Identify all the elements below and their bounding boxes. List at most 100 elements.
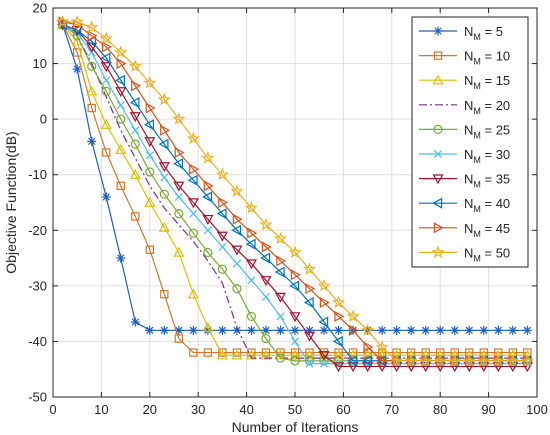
- data-point: [115, 143, 127, 154]
- data-point: [275, 353, 286, 363]
- data-point: [289, 349, 301, 360]
- y-tick-label: -20: [28, 223, 47, 238]
- series-line: [62, 21, 528, 362]
- legend-label-rest: = 10: [481, 49, 510, 64]
- data-point: [334, 310, 345, 322]
- data-point: [145, 151, 154, 160]
- data-point: [232, 348, 242, 357]
- legend-label-rest: = 25: [481, 122, 510, 137]
- data-point: [333, 356, 344, 366]
- legend-label-main: N: [464, 122, 473, 137]
- data-point: [462, 353, 476, 367]
- legend-item: NM = 40: [419, 196, 510, 214]
- data-point: [144, 119, 154, 131]
- legend-label-rest: = 40: [481, 196, 510, 211]
- data-point: [392, 325, 402, 335]
- data-point: [218, 242, 227, 251]
- data-point: [116, 253, 126, 263]
- x-tick-label: 0: [49, 402, 56, 417]
- legend-label-sub: M: [473, 57, 481, 67]
- y-tick-label: -10: [28, 167, 47, 182]
- legend-label-rest: = 35: [481, 172, 510, 187]
- data-point: [245, 259, 257, 270]
- data-point: [172, 112, 186, 125]
- legend-marker: [431, 245, 445, 258]
- x-tick-label: 10: [94, 402, 108, 417]
- series-line: [62, 24, 528, 368]
- data-point: [334, 348, 343, 357]
- legend-label-main: N: [464, 98, 473, 113]
- data-point: [145, 245, 154, 254]
- data-point: [261, 348, 271, 357]
- legend-item: NM = 45: [419, 221, 510, 239]
- data-point: [477, 353, 491, 367]
- data-point: [435, 325, 445, 335]
- legend-label-sub: M: [473, 253, 481, 263]
- data-point: [305, 283, 316, 295]
- data-point: [116, 114, 126, 124]
- data-point: [348, 324, 359, 336]
- data-point: [276, 255, 287, 267]
- legend-label: NM = 15: [464, 73, 510, 91]
- data-point: [230, 184, 244, 197]
- data-point: [115, 87, 127, 98]
- data-point: [493, 325, 503, 335]
- legend-label-rest: = 5: [481, 24, 503, 39]
- data-point: [187, 288, 199, 299]
- data-point: [56, 14, 70, 28]
- data-point: [87, 103, 96, 113]
- data-point: [232, 284, 242, 294]
- data-point: [246, 311, 257, 322]
- data-point: [304, 331, 316, 342]
- legend-label: NM = 30: [464, 147, 510, 165]
- data-point: [160, 289, 169, 299]
- data-point: [319, 356, 329, 366]
- data-point: [290, 269, 301, 281]
- x-tick-label: 80: [433, 402, 447, 417]
- data-point: [333, 362, 345, 373]
- data-point: [128, 59, 142, 72]
- data-point: [232, 213, 243, 225]
- data-point: [275, 325, 285, 335]
- data-point: [100, 118, 112, 129]
- legend-label-sub: M: [473, 81, 481, 91]
- y-tick-label: -30: [28, 278, 47, 293]
- data-point: [261, 325, 271, 335]
- data-point: [188, 325, 198, 335]
- legend-label-sub: M: [473, 229, 481, 239]
- legend-label: NM = 5: [464, 24, 503, 42]
- data-point: [116, 58, 127, 70]
- data-point: [377, 355, 388, 367]
- data-point: [361, 323, 375, 336]
- data-point: [174, 209, 184, 219]
- legend-label-main: N: [464, 245, 473, 260]
- data-point: [305, 359, 314, 368]
- series-7: [57, 20, 533, 373]
- legend-label-main: N: [464, 147, 473, 162]
- data-point: [289, 312, 301, 323]
- data-point: [160, 124, 171, 136]
- data-point: [318, 316, 329, 328]
- legend-marker: [432, 74, 444, 85]
- x-tick-label: 100: [526, 402, 548, 417]
- data-point: [361, 355, 372, 367]
- data-point: [246, 325, 256, 335]
- data-point: [186, 131, 200, 145]
- data-point: [131, 212, 140, 221]
- data-point: [247, 348, 256, 357]
- x-tick-label: 50: [288, 402, 302, 417]
- data-point: [129, 112, 141, 123]
- data-point: [259, 217, 273, 231]
- data-point: [479, 325, 489, 335]
- legend-item: NM = 20: [419, 98, 510, 116]
- data-point: [158, 138, 169, 150]
- data-point: [201, 151, 215, 164]
- data-point: [520, 353, 534, 367]
- data-point: [86, 85, 98, 96]
- data-point: [261, 241, 272, 253]
- data-point: [116, 101, 125, 110]
- data-point: [289, 280, 300, 292]
- x-tick-label: 70: [385, 402, 399, 417]
- data-point: [102, 41, 112, 53]
- data-point: [173, 246, 185, 257]
